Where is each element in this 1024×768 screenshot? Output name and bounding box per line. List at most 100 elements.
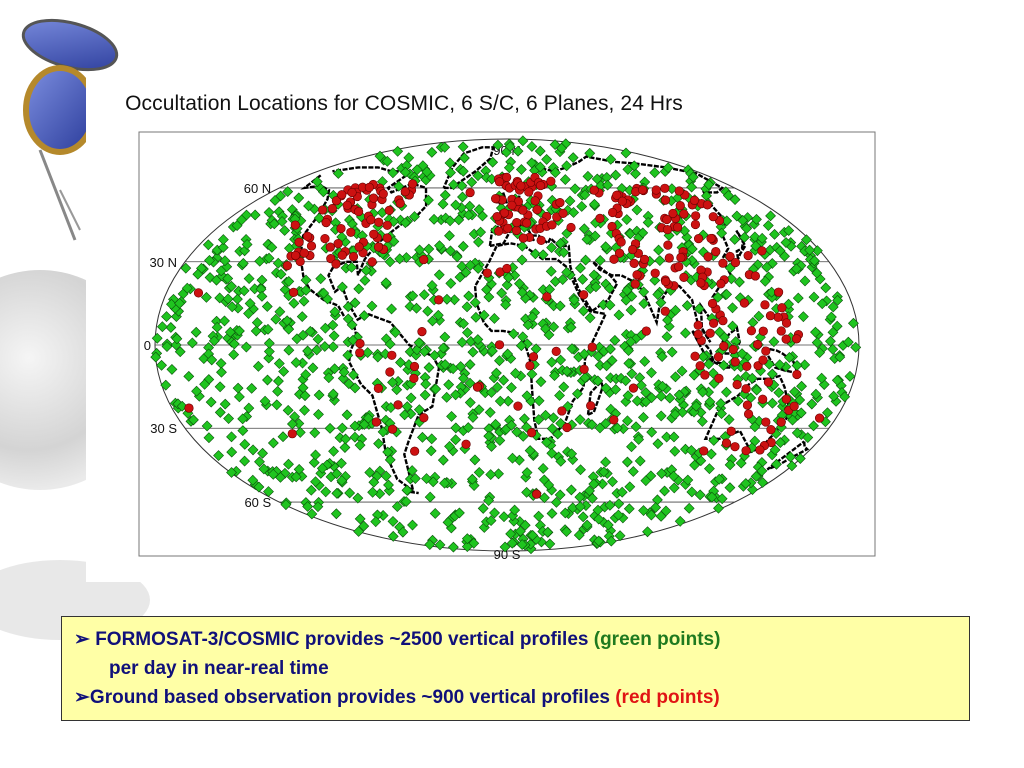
green-point xyxy=(319,322,331,334)
green-point xyxy=(715,398,727,409)
red-point xyxy=(792,369,802,380)
green-point xyxy=(420,378,432,390)
green-point xyxy=(516,539,528,550)
green-point xyxy=(463,209,475,221)
green-point xyxy=(349,420,361,432)
green-point xyxy=(424,539,436,550)
green-point xyxy=(274,306,286,318)
green-point xyxy=(360,265,372,276)
green-point xyxy=(437,454,449,466)
green-point xyxy=(237,413,249,425)
green-point xyxy=(683,502,695,514)
green-point xyxy=(263,252,275,264)
red-point xyxy=(354,242,364,252)
red-point xyxy=(689,195,700,205)
latitude-label: 90 S xyxy=(494,547,521,562)
green-point xyxy=(713,502,724,514)
green-point xyxy=(626,368,638,380)
green-point xyxy=(769,228,780,240)
green-point xyxy=(456,336,468,348)
red-point xyxy=(557,406,567,416)
green-point xyxy=(502,395,514,407)
green-point xyxy=(499,541,511,553)
green-point xyxy=(472,170,484,182)
green-point xyxy=(434,539,446,551)
red-point xyxy=(791,334,802,344)
red-point xyxy=(664,253,674,263)
red-point xyxy=(331,196,342,206)
green-point xyxy=(302,345,314,357)
red-point xyxy=(494,340,505,350)
green-point xyxy=(278,366,290,377)
green-point xyxy=(161,311,172,322)
green-point xyxy=(533,395,545,407)
green-point xyxy=(783,225,795,236)
green-point xyxy=(332,168,344,179)
green-point xyxy=(386,303,397,315)
green-point xyxy=(488,313,500,324)
green-point xyxy=(613,498,625,510)
red-point xyxy=(781,334,791,344)
green-point xyxy=(347,369,359,381)
green-point xyxy=(424,491,436,503)
green-point xyxy=(473,466,485,478)
green-point xyxy=(469,454,481,466)
green-point xyxy=(327,388,339,400)
red-point xyxy=(607,207,618,218)
green-point xyxy=(454,271,466,283)
green-point xyxy=(457,165,469,177)
red-point xyxy=(739,298,749,308)
red-point xyxy=(651,185,661,195)
green-point xyxy=(759,275,771,287)
green-point xyxy=(704,396,716,408)
green-point xyxy=(756,465,768,477)
green-point xyxy=(534,145,546,157)
green-point xyxy=(695,455,707,467)
green-point xyxy=(277,431,289,443)
red-point xyxy=(555,197,565,208)
green-point xyxy=(450,434,462,446)
green-point xyxy=(370,516,382,528)
green-point xyxy=(346,261,358,273)
red-point xyxy=(676,252,686,263)
green-point xyxy=(668,470,680,482)
red-point xyxy=(617,196,627,206)
caption-line-1: ➢ FORMOSAT-3/COSMIC provides ~2500 verti… xyxy=(74,625,957,654)
green-point xyxy=(458,318,469,330)
green-point xyxy=(787,414,798,426)
green-point xyxy=(832,294,844,306)
green-point xyxy=(387,515,399,527)
green-point xyxy=(491,381,503,393)
green-point xyxy=(243,402,255,414)
green-point xyxy=(239,455,251,467)
green-point xyxy=(609,334,621,346)
red-point xyxy=(409,373,419,384)
green-point xyxy=(317,186,329,198)
red-point xyxy=(327,203,337,214)
green-point xyxy=(445,278,457,289)
red-point xyxy=(374,217,384,227)
green-point xyxy=(338,366,350,378)
green-point xyxy=(203,432,215,444)
green-point xyxy=(453,507,465,519)
red-point xyxy=(693,320,703,330)
green-point xyxy=(549,370,560,382)
green-point xyxy=(425,445,437,457)
green-point xyxy=(380,277,392,289)
green-point xyxy=(559,174,571,185)
red-point xyxy=(662,225,673,235)
green-point xyxy=(602,179,614,191)
green-point xyxy=(847,317,859,329)
green-point xyxy=(478,309,490,321)
green-point xyxy=(437,342,449,354)
green-point xyxy=(642,217,654,228)
green-point xyxy=(311,176,323,188)
green-point xyxy=(630,168,641,180)
green-point xyxy=(166,363,178,375)
green-point xyxy=(579,372,591,384)
green-point xyxy=(666,346,678,358)
green-point xyxy=(283,344,295,356)
red-point xyxy=(663,240,673,250)
green-point xyxy=(527,311,538,323)
red-point xyxy=(393,400,403,410)
